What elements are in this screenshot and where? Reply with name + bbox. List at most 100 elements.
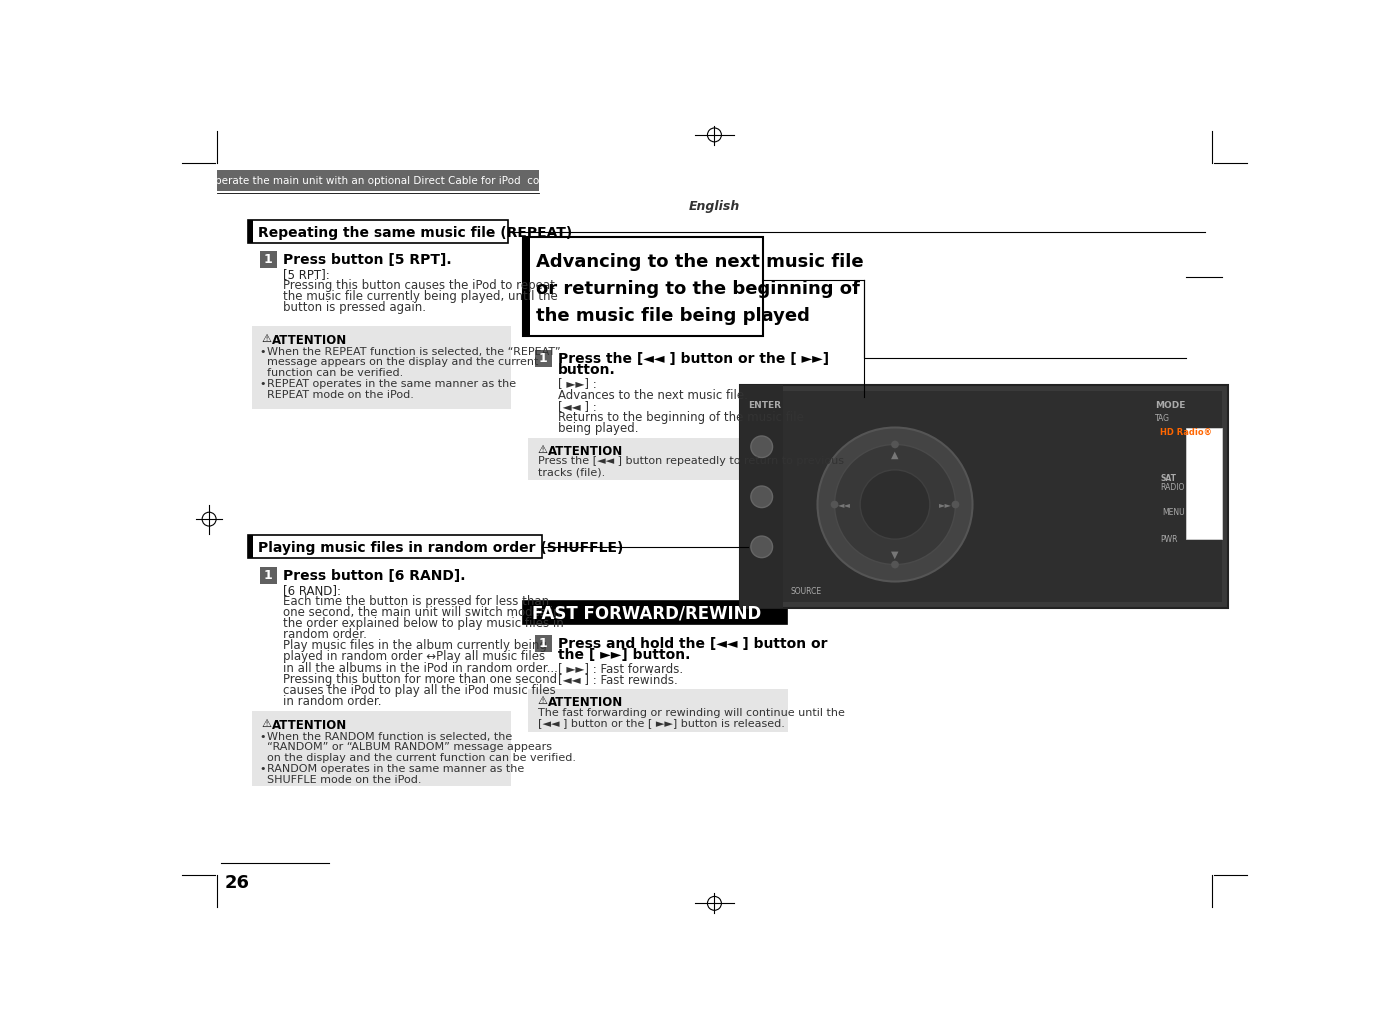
Text: 26: 26: [224, 874, 250, 892]
Bar: [523, 600, 786, 624]
Circle shape: [751, 436, 772, 457]
Bar: [740, 386, 1228, 609]
Text: Press button [5 RPT].: Press button [5 RPT].: [283, 254, 452, 267]
Bar: [248, 220, 254, 244]
Text: on the display and the current function can be verified.: on the display and the current function …: [268, 754, 576, 763]
Text: button is pressed again.: button is pressed again.: [283, 301, 425, 315]
Text: the music file being played: the music file being played: [537, 306, 810, 325]
Text: 1: 1: [263, 253, 272, 266]
Text: FAST FORWARD/REWIND: FAST FORWARD/REWIND: [533, 604, 761, 622]
Bar: [740, 386, 782, 609]
Text: Pressing this button causes the iPod to repeat: Pressing this button causes the iPod to …: [283, 279, 555, 292]
Text: in all the albums in the iPod in random order...: in all the albums in the iPod in random …: [283, 662, 558, 674]
Text: ATTENTION: ATTENTION: [548, 696, 623, 709]
Circle shape: [952, 501, 959, 509]
Text: Press the [◄◄ ] button or the [ ►►]: Press the [◄◄ ] button or the [ ►►]: [558, 352, 829, 366]
Text: tracks (file).: tracks (file).: [538, 467, 605, 477]
Text: ATTENTION: ATTENTION: [548, 445, 623, 457]
Bar: [252, 711, 512, 786]
Text: [◄◄ ] : Fast rewinds.: [◄◄ ] : Fast rewinds.: [558, 673, 677, 687]
Text: TAG: TAG: [1154, 414, 1170, 424]
Text: REPEAT operates in the same manner as the: REPEAT operates in the same manner as th…: [268, 379, 516, 389]
Text: ENTER: ENTER: [747, 401, 781, 409]
Text: Each time the button is pressed for less than: Each time the button is pressed for less…: [283, 594, 549, 608]
Text: English: English: [689, 200, 740, 213]
Circle shape: [751, 486, 772, 508]
Text: ◄◄: ◄◄: [838, 500, 852, 509]
Text: or returning to the beginning of: or returning to the beginning of: [537, 280, 860, 298]
Text: How to operate the main unit with an optional Direct Cable for iPod  connected: How to operate the main unit with an opt…: [170, 176, 583, 186]
Text: 1: 1: [538, 352, 548, 365]
Bar: [248, 536, 542, 558]
Text: [5 RPT]:: [5 RPT]:: [283, 268, 329, 281]
Text: message appears on the display and the current: message appears on the display and the c…: [268, 358, 538, 367]
Text: When the RANDOM function is selected, the: When the RANDOM function is selected, th…: [268, 732, 513, 741]
Text: ATTENTION: ATTENTION: [272, 333, 347, 346]
Text: Pressing this button for more than one second: Pressing this button for more than one s…: [283, 672, 556, 686]
Text: the [ ►►] button.: the [ ►►] button.: [558, 648, 690, 662]
Bar: [535, 350, 552, 367]
Text: ⚠: ⚠: [538, 696, 548, 706]
Text: being played.: being played.: [558, 423, 638, 435]
Bar: [523, 237, 764, 336]
Bar: [523, 237, 530, 336]
Text: RANDOM operates in the same manner as the: RANDOM operates in the same manner as th…: [268, 764, 524, 774]
Text: Advancing to the next music file: Advancing to the next music file: [537, 253, 864, 270]
Text: RADIO: RADIO: [1160, 483, 1185, 492]
Text: played in random order ↔Play all music files: played in random order ↔Play all music f…: [283, 651, 545, 663]
Text: MENU: MENU: [1163, 509, 1185, 517]
Text: •: •: [259, 732, 266, 741]
Text: ⚠: ⚠: [262, 719, 272, 729]
Text: ►►: ►►: [940, 500, 952, 509]
Text: Returns to the beginning of the music file: Returns to the beginning of the music fi…: [558, 411, 804, 424]
Text: When the REPEAT function is selected, the “REPEAT”: When the REPEAT function is selected, th…: [268, 346, 560, 357]
Bar: [217, 170, 538, 191]
Text: The fast forwarding or rewinding will continue until the: The fast forwarding or rewinding will co…: [538, 708, 845, 718]
Text: Press the [◄◄ ] button repeatedly to return to previous: Press the [◄◄ ] button repeatedly to ret…: [538, 456, 843, 467]
Bar: [1186, 428, 1223, 539]
Circle shape: [835, 444, 955, 564]
Text: [ ►►] : Fast forwards.: [ ►►] : Fast forwards.: [558, 662, 683, 675]
Text: Play music files in the album currently being: Play music files in the album currently …: [283, 639, 546, 652]
Text: causes the iPod to play all the iPod music files: causes the iPod to play all the iPod mus…: [283, 684, 555, 697]
Text: 1: 1: [263, 568, 272, 582]
Text: SAT: SAT: [1160, 474, 1177, 483]
Text: HD Radio®: HD Radio®: [1160, 428, 1211, 437]
Circle shape: [891, 560, 899, 568]
Text: ⚠: ⚠: [262, 333, 272, 343]
Text: •: •: [259, 346, 266, 357]
Text: •: •: [259, 379, 266, 389]
Circle shape: [751, 536, 772, 557]
Bar: [535, 634, 552, 652]
Bar: [746, 392, 1223, 602]
Circle shape: [817, 428, 973, 582]
Bar: [248, 220, 507, 244]
Bar: [259, 566, 276, 584]
Text: ATTENTION: ATTENTION: [272, 719, 347, 732]
Bar: [259, 251, 276, 268]
Text: one second, the main unit will switch modes in: one second, the main unit will switch mo…: [283, 605, 560, 619]
Text: the music file currently being played, until the: the music file currently being played, u…: [283, 290, 558, 303]
Text: Press button [6 RAND].: Press button [6 RAND].: [283, 570, 466, 583]
Text: Press and hold the [◄◄ ] button or: Press and hold the [◄◄ ] button or: [558, 637, 828, 651]
Text: REPEAT mode on the iPod.: REPEAT mode on the iPod.: [268, 390, 414, 400]
Text: MODE: MODE: [1154, 401, 1185, 409]
Bar: [248, 536, 254, 558]
Text: Playing music files in random order (SHUFFLE): Playing music files in random order (SHU…: [258, 541, 623, 555]
Circle shape: [860, 470, 930, 539]
Text: ⚠: ⚠: [538, 445, 548, 454]
Text: ▼: ▼: [891, 550, 899, 559]
Text: [6 RAND]:: [6 RAND]:: [283, 584, 340, 597]
Text: [◄◄ ] :: [◄◄ ] :: [558, 400, 597, 413]
Text: function can be verified.: function can be verified.: [268, 368, 403, 378]
Text: button.: button.: [558, 363, 616, 377]
Text: Advances to the next music file.: Advances to the next music file.: [558, 389, 747, 402]
Circle shape: [831, 501, 838, 509]
Text: 1: 1: [538, 636, 548, 650]
Text: “RANDOM” or “ALBUM RANDOM” message appears: “RANDOM” or “ALBUM RANDOM” message appea…: [268, 742, 552, 752]
Text: [ ►►] :: [ ►►] :: [558, 377, 597, 391]
Text: random order.: random order.: [283, 628, 367, 641]
Text: ▲: ▲: [891, 449, 899, 460]
Text: Repeating the same music file (REPEAT): Repeating the same music file (REPEAT): [258, 226, 572, 240]
Text: PWR: PWR: [1160, 536, 1178, 544]
